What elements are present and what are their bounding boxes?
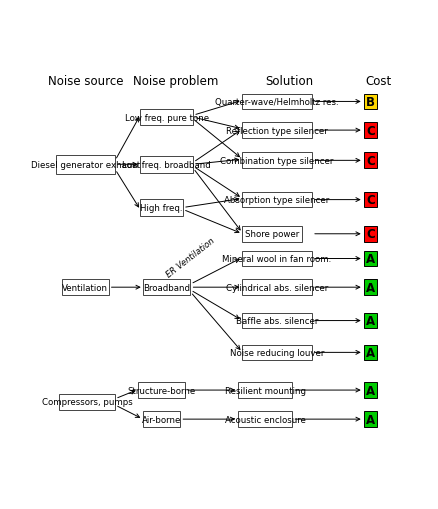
Text: B: B: [366, 96, 375, 109]
FancyBboxPatch shape: [242, 251, 312, 267]
Text: Noise problem: Noise problem: [133, 75, 218, 88]
Text: ER Ventilation: ER Ventilation: [165, 236, 216, 278]
Text: A: A: [366, 252, 375, 266]
Text: Resilient mounting: Resilient mounting: [225, 386, 306, 395]
FancyBboxPatch shape: [364, 382, 377, 398]
Text: A: A: [366, 413, 375, 426]
Text: A: A: [366, 384, 375, 397]
Text: Low freq. broadband: Low freq. broadband: [122, 160, 211, 169]
FancyBboxPatch shape: [364, 192, 377, 208]
Text: Shore power: Shore power: [245, 230, 299, 239]
Text: C: C: [366, 124, 375, 137]
Text: C: C: [366, 155, 375, 167]
Text: Combination type silencer: Combination type silencer: [220, 157, 334, 165]
FancyBboxPatch shape: [59, 394, 115, 410]
FancyBboxPatch shape: [62, 280, 109, 295]
Text: A: A: [366, 281, 375, 294]
Text: C: C: [366, 194, 375, 207]
FancyBboxPatch shape: [242, 227, 302, 242]
Text: Mineral wool in fan room.: Mineral wool in fan room.: [223, 254, 332, 264]
FancyBboxPatch shape: [364, 345, 377, 360]
FancyBboxPatch shape: [143, 280, 190, 295]
FancyBboxPatch shape: [364, 313, 377, 329]
Text: Ventilation: Ventilation: [62, 283, 108, 292]
Text: Absorption type silencer: Absorption type silencer: [224, 196, 330, 205]
Text: Acoustic enclosure: Acoustic enclosure: [225, 415, 306, 424]
Text: Noise source: Noise source: [48, 75, 123, 88]
FancyBboxPatch shape: [242, 123, 312, 138]
Text: Air-borne: Air-borne: [142, 415, 181, 424]
Text: Cylindrical abs. silencer: Cylindrical abs. silencer: [226, 283, 328, 292]
FancyBboxPatch shape: [138, 382, 185, 398]
FancyBboxPatch shape: [238, 411, 293, 427]
Text: Compressors, pumps: Compressors, pumps: [42, 398, 132, 407]
Text: Baffle abs. silencer: Baffle abs. silencer: [236, 317, 318, 325]
FancyBboxPatch shape: [364, 251, 377, 267]
Text: Diesel generator exhaust: Diesel generator exhaust: [31, 160, 140, 169]
FancyBboxPatch shape: [364, 153, 377, 169]
Text: C: C: [366, 228, 375, 241]
Text: A: A: [366, 346, 375, 359]
FancyBboxPatch shape: [242, 153, 312, 169]
FancyBboxPatch shape: [242, 313, 312, 329]
FancyBboxPatch shape: [364, 123, 377, 138]
FancyBboxPatch shape: [364, 94, 377, 110]
Text: Cost: Cost: [366, 75, 392, 88]
Text: Quarter-wave/Helmholtz res.: Quarter-wave/Helmholtz res.: [215, 98, 339, 107]
FancyBboxPatch shape: [141, 109, 193, 126]
FancyBboxPatch shape: [143, 411, 180, 427]
Text: High freq.: High freq.: [141, 204, 183, 213]
FancyBboxPatch shape: [56, 156, 115, 175]
Text: A: A: [366, 315, 375, 327]
Text: Reflection type silencer: Reflection type silencer: [226, 126, 328, 135]
FancyBboxPatch shape: [242, 345, 312, 360]
Text: Structure-borne: Structure-borne: [127, 386, 196, 395]
Text: Low freq. pure tone: Low freq. pure tone: [125, 114, 209, 122]
FancyBboxPatch shape: [238, 382, 293, 398]
Text: Broadband: Broadband: [143, 283, 190, 292]
FancyBboxPatch shape: [242, 192, 312, 208]
FancyBboxPatch shape: [364, 280, 377, 295]
FancyBboxPatch shape: [242, 280, 312, 295]
Text: Noise reducing louver: Noise reducing louver: [230, 348, 324, 357]
FancyBboxPatch shape: [141, 200, 183, 216]
FancyBboxPatch shape: [364, 411, 377, 427]
FancyBboxPatch shape: [242, 94, 312, 110]
FancyBboxPatch shape: [364, 227, 377, 242]
Text: Solution: Solution: [265, 75, 313, 88]
FancyBboxPatch shape: [141, 157, 193, 173]
